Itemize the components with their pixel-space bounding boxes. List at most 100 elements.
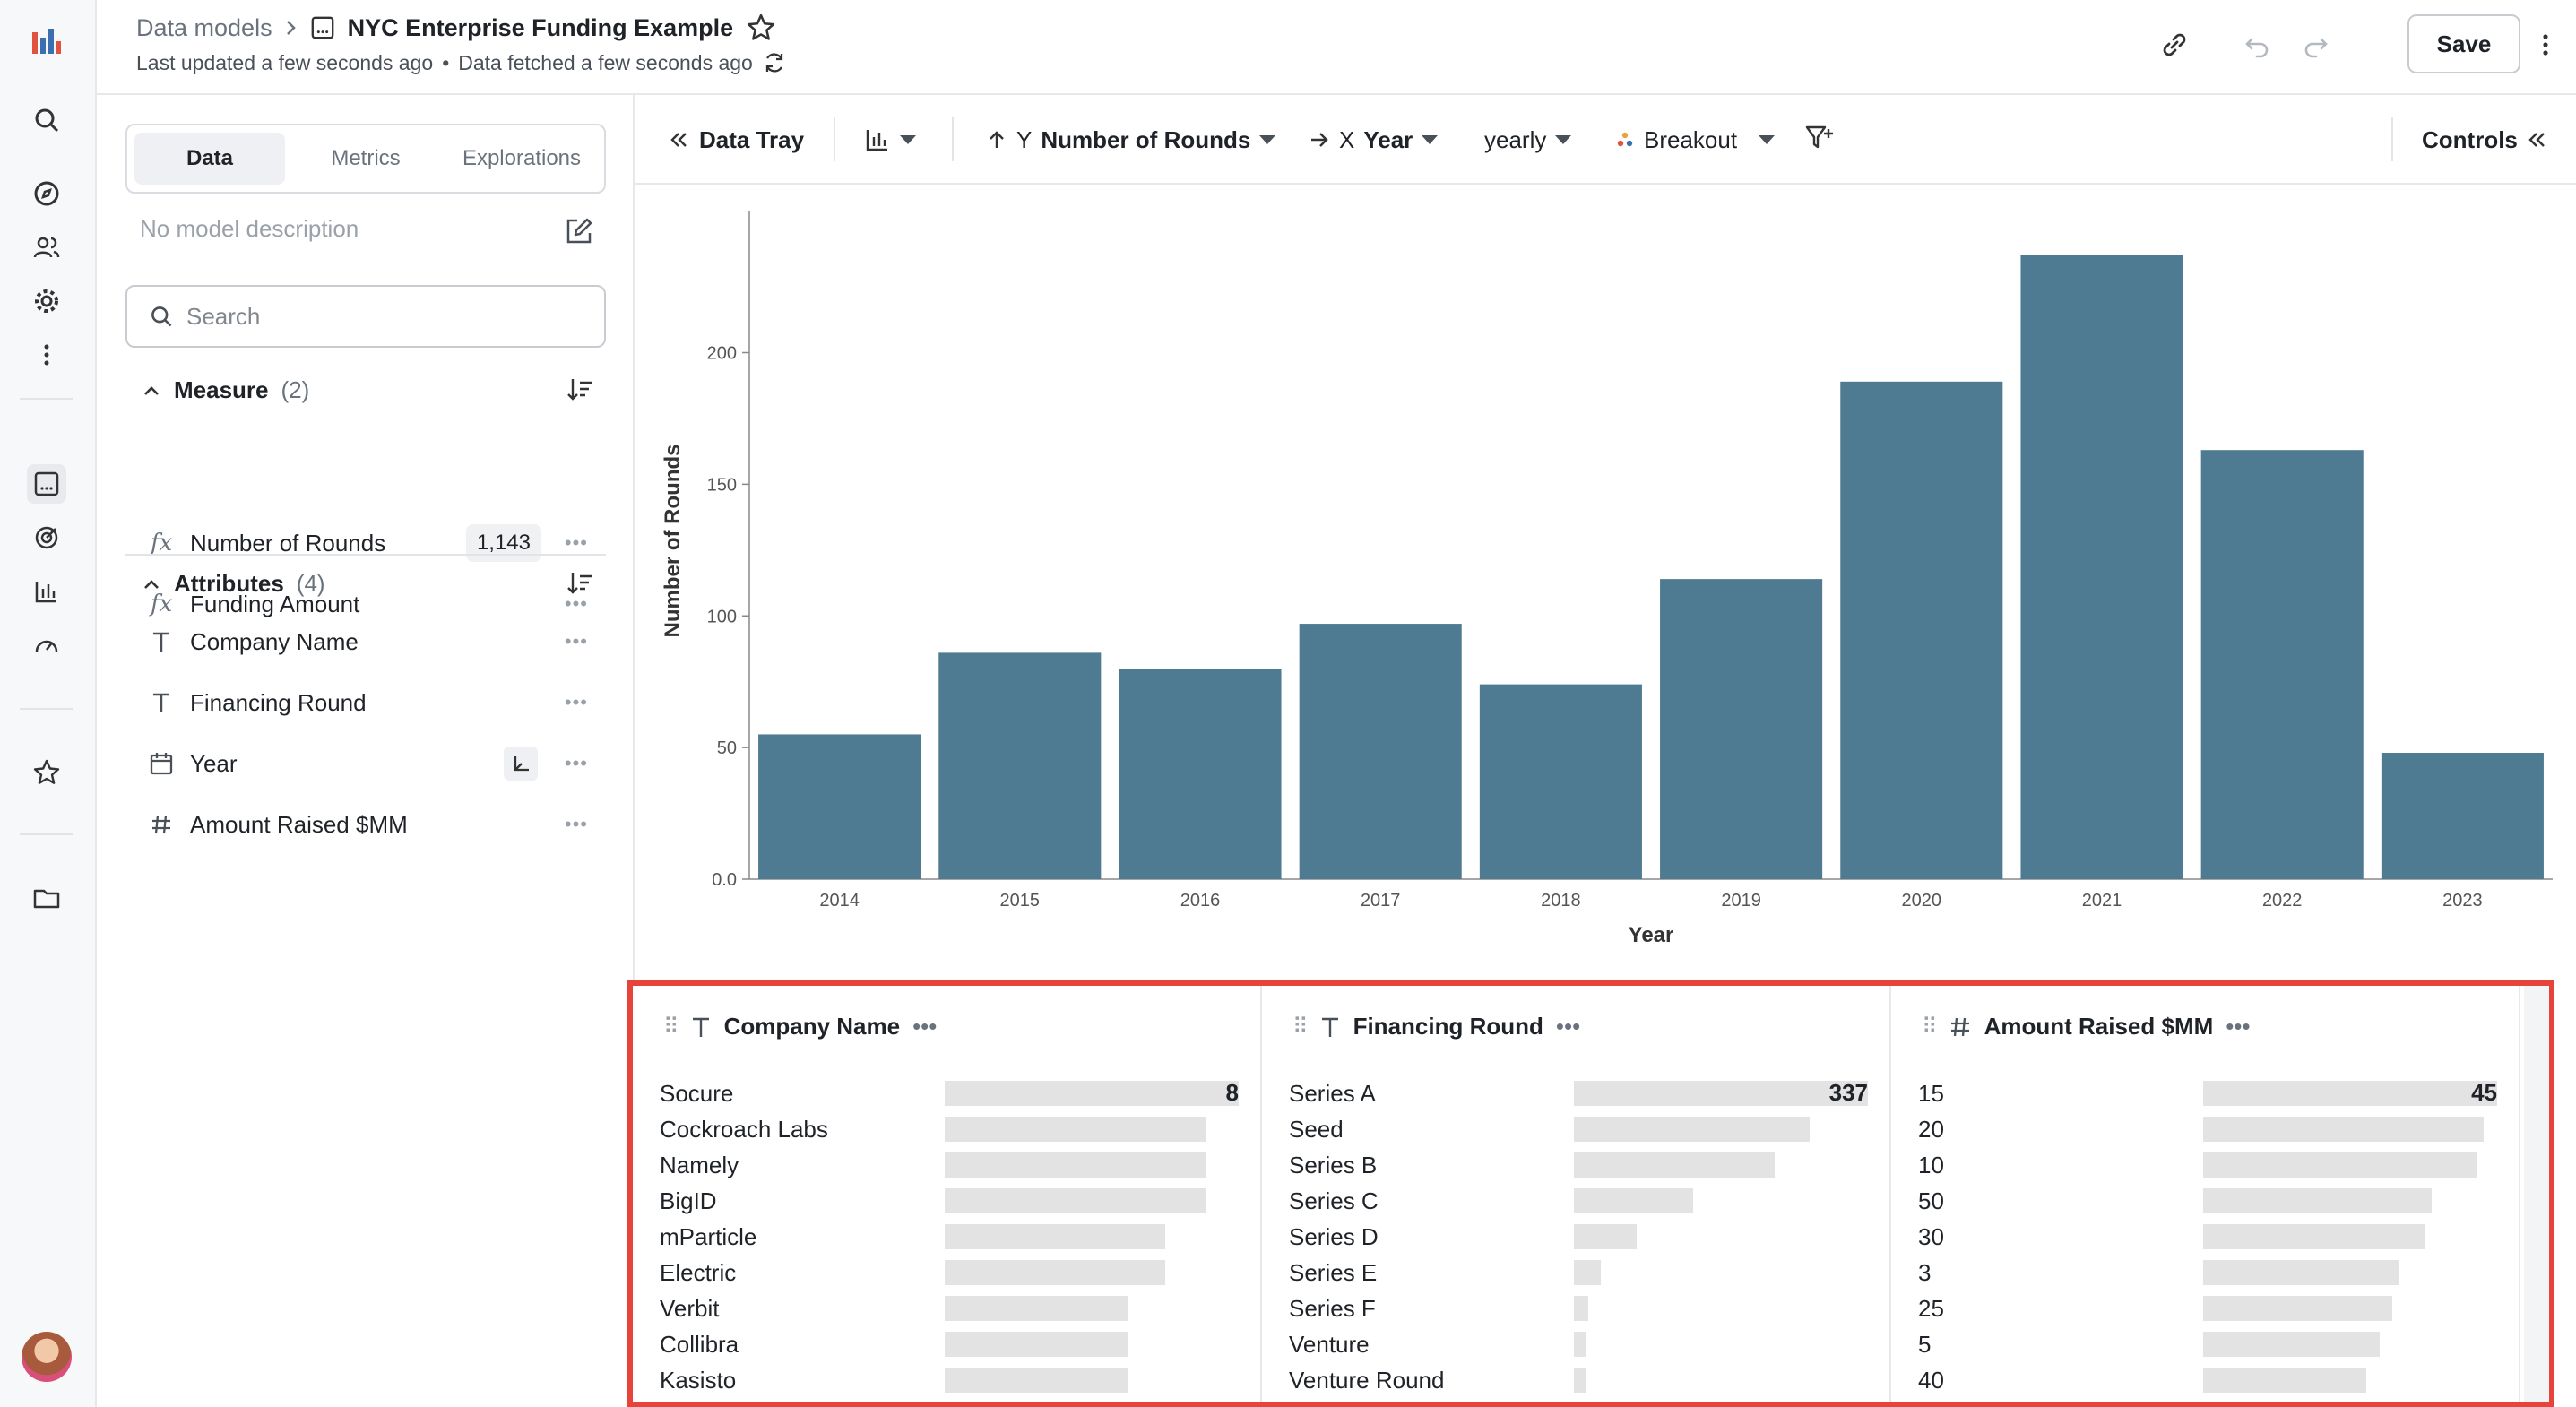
filter-add-icon[interactable] xyxy=(1803,122,1836,154)
search-icon[interactable] xyxy=(27,100,66,140)
favorite-star-icon[interactable] xyxy=(746,13,776,43)
x-axis-label: Year xyxy=(1629,923,1674,947)
gear-icon[interactable] xyxy=(27,281,66,321)
frequency-bar xyxy=(1574,1152,1775,1178)
drag-handle-icon[interactable]: ⠿ xyxy=(1292,1014,1309,1039)
link-icon[interactable] xyxy=(2157,27,2192,63)
drag-handle-icon[interactable]: ⠿ xyxy=(663,1014,679,1039)
tray-row[interactable]: Series D xyxy=(1289,1219,1871,1255)
data-model-icon[interactable] xyxy=(27,464,66,504)
tray-row[interactable]: Electric xyxy=(660,1255,1242,1290)
tray-row[interactable]: 3 xyxy=(1918,1255,2501,1290)
redo-icon[interactable] xyxy=(2298,27,2334,63)
users-icon[interactable] xyxy=(27,228,66,267)
drag-handle-icon[interactable]: ⠿ xyxy=(1922,1014,1938,1039)
tray-row[interactable]: Series A 337 xyxy=(1289,1075,1871,1111)
tray-row[interactable]: BigID xyxy=(660,1183,1242,1219)
controls-button[interactable]: Controls xyxy=(2422,122,2548,158)
model-description[interactable]: No model description xyxy=(140,215,359,242)
tray-column-header[interactable]: ⠿ Company Name ••• xyxy=(663,1013,937,1040)
tray-row[interactable]: mParticle xyxy=(660,1219,1242,1255)
field-amount-raised[interactable]: Amount Raised $MM ••• xyxy=(140,802,606,847)
attributes-section-header[interactable]: Attributes (4) xyxy=(142,570,325,598)
granularity-select[interactable]: yearly xyxy=(1484,122,1572,158)
breadcrumb-data-models[interactable]: Data models xyxy=(136,13,272,41)
save-button[interactable]: Save xyxy=(2407,14,2520,73)
tray-row-label: Series B xyxy=(1289,1151,1378,1178)
x-axis-select[interactable]: X Year xyxy=(1309,122,1439,158)
metrics-icon[interactable] xyxy=(27,518,66,557)
tray-row[interactable]: Series C xyxy=(1289,1183,1871,1219)
avatar[interactable] xyxy=(22,1332,72,1382)
tray-row[interactable]: Cockroach Labs xyxy=(660,1111,1242,1147)
attributes-title: Attributes xyxy=(174,570,284,597)
tray-row[interactable]: Venture Round xyxy=(1289,1362,1871,1398)
tray-row[interactable]: Kasisto xyxy=(660,1362,1242,1398)
chart-type-select[interactable] xyxy=(864,122,916,158)
field-funding-amount[interactable]: fx Funding Amount ••• xyxy=(140,582,606,626)
x-axis-assigned-icon[interactable] xyxy=(504,747,538,781)
more-vertical-icon[interactable] xyxy=(2528,27,2563,63)
more-options-icon[interactable]: ••• xyxy=(564,592,588,615)
gauge-icon[interactable] xyxy=(27,626,66,665)
more-options-icon[interactable]: ••• xyxy=(564,531,588,554)
more-options-icon[interactable]: ••• xyxy=(564,691,588,713)
tab-metrics[interactable]: Metrics xyxy=(331,146,401,170)
tray-row-label: Series C xyxy=(1289,1187,1379,1214)
tray-row[interactable]: Socure 8 xyxy=(660,1075,1242,1111)
tray-row[interactable]: Series F xyxy=(1289,1290,1871,1326)
tray-row[interactable]: Namely xyxy=(660,1147,1242,1183)
field-financing-round[interactable]: Financing Round ••• xyxy=(140,680,606,725)
tab-explorations[interactable]: Explorations xyxy=(462,146,582,170)
tray-row[interactable]: 25 xyxy=(1918,1290,2501,1326)
field-company-name[interactable]: Company Name ••• xyxy=(140,619,606,664)
tab-data[interactable]: Data xyxy=(134,133,285,185)
tray-row[interactable]: 40 xyxy=(1918,1362,2501,1398)
search-input[interactable]: Search xyxy=(125,285,606,348)
more-options-icon[interactable]: ••• xyxy=(564,630,588,652)
field-number-of-rounds[interactable]: fx Number of Rounds 1,143 ••• xyxy=(140,521,606,565)
tray-row[interactable]: Collibra xyxy=(660,1326,1242,1362)
tray-column-header[interactable]: ⠿ Financing Round ••• xyxy=(1292,1013,1580,1040)
tray-row[interactable]: Verbit xyxy=(660,1290,1242,1326)
tray-row[interactable]: 30 xyxy=(1918,1219,2501,1255)
sort-icon[interactable] xyxy=(565,375,595,405)
field-year[interactable]: Year ••• xyxy=(140,741,606,786)
tray-scrollbar[interactable] xyxy=(2524,986,2549,1402)
y-axis-select[interactable]: Y Number of Rounds xyxy=(986,122,1276,158)
tray-row-label: 20 xyxy=(1918,1115,1944,1143)
y-tick-label: 50 xyxy=(717,738,737,758)
frequency-bar xyxy=(1574,1188,1693,1213)
tray-row[interactable]: 10 xyxy=(1918,1147,2501,1183)
tray-row-label: Electric xyxy=(660,1258,737,1286)
compass-icon[interactable] xyxy=(27,174,66,213)
folder-icon[interactable] xyxy=(27,878,66,918)
tray-row[interactable]: Venture xyxy=(1289,1326,1871,1362)
tray-row[interactable]: 15 45 xyxy=(1918,1075,2501,1111)
app-logo-icon[interactable] xyxy=(27,22,66,61)
tray-row[interactable]: Series B xyxy=(1289,1147,1871,1183)
data-tray-button[interactable]: Data Tray xyxy=(669,122,804,158)
more-options-icon[interactable]: ••• xyxy=(1555,1013,1581,1040)
more-options-icon[interactable]: ••• xyxy=(564,813,588,835)
tray-column-header[interactable]: ⠿ Amount Raised $MM ••• xyxy=(1922,1013,2251,1040)
more-options-icon[interactable]: ••• xyxy=(564,752,588,774)
more-options-icon[interactable]: ••• xyxy=(912,1013,938,1040)
more-options-icon[interactable]: ••• xyxy=(2226,1013,2251,1040)
tray-row[interactable]: Series E xyxy=(1289,1255,1871,1290)
breakout-select[interactable]: Breakout xyxy=(1615,122,1776,158)
more-vertical-icon[interactable] xyxy=(27,335,66,375)
sort-icon[interactable] xyxy=(565,568,595,599)
tray-row[interactable]: 20 xyxy=(1918,1111,2501,1147)
tray-row[interactable]: 5 xyxy=(1918,1326,2501,1362)
bar-chart-icon[interactable] xyxy=(27,572,66,611)
tray-row[interactable]: Seed xyxy=(1289,1111,1871,1147)
toolbar-divider xyxy=(952,117,954,161)
tray-row[interactable]: 50 xyxy=(1918,1183,2501,1219)
measure-section-header[interactable]: Measure (2) xyxy=(142,376,309,404)
star-icon[interactable] xyxy=(27,753,66,792)
status-separator: • xyxy=(442,50,450,74)
refresh-icon[interactable] xyxy=(762,50,787,75)
undo-icon[interactable] xyxy=(2239,27,2275,63)
edit-icon[interactable] xyxy=(563,215,595,247)
